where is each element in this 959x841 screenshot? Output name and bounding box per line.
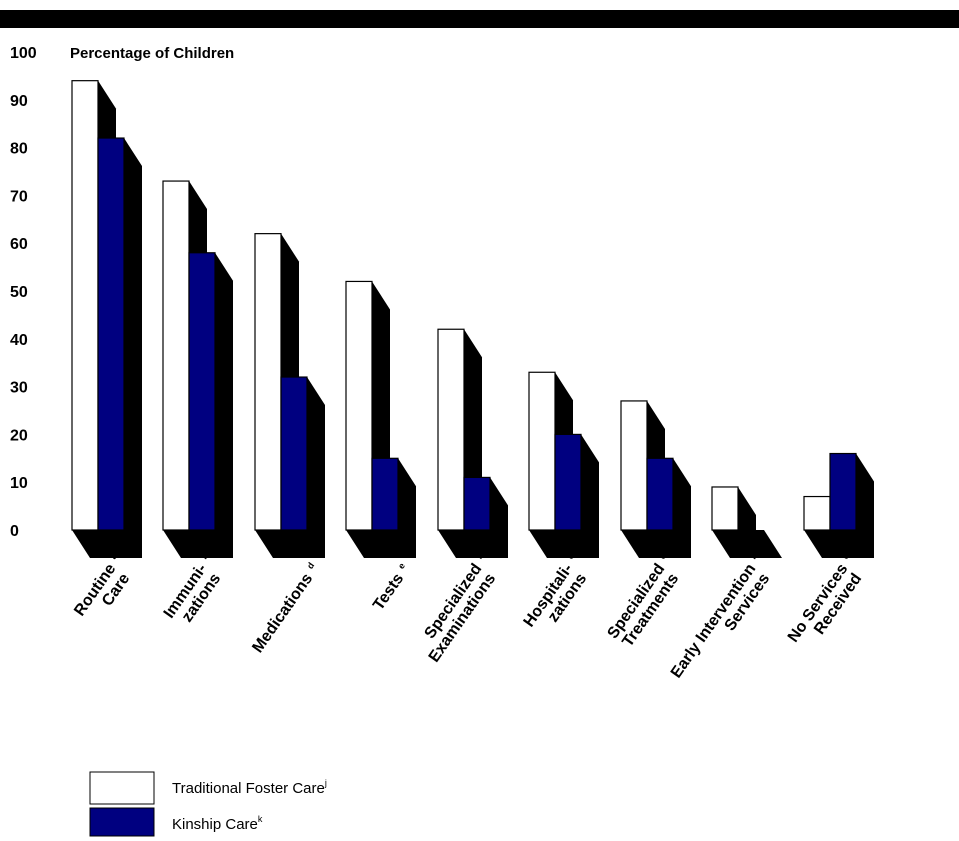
category-label-line: Medications bbox=[249, 570, 316, 656]
bar-kinship-care bbox=[463, 476, 491, 531]
bars bbox=[71, 80, 874, 559]
legend-swatch bbox=[89, 807, 155, 837]
bar-traditional-foster-care bbox=[71, 80, 99, 531]
bar-traditional-foster-care bbox=[345, 280, 373, 531]
legend-item: Traditional Foster Carej bbox=[89, 771, 327, 805]
bar-group bbox=[345, 280, 416, 558]
bar-kinship-care bbox=[188, 252, 216, 531]
bar-group bbox=[437, 328, 508, 558]
bar-shadow bbox=[215, 252, 233, 558]
bar-shadow bbox=[490, 477, 508, 558]
category-label-line: Early Intervention bbox=[668, 561, 759, 681]
y-tick-label: 90 bbox=[10, 93, 28, 110]
bar-kinship-care bbox=[646, 457, 674, 531]
legend: Traditional Foster Carej Kinship Carek bbox=[89, 771, 327, 837]
y-tick-label: 20 bbox=[10, 427, 28, 444]
legend-swatch bbox=[89, 771, 155, 805]
bar-group bbox=[711, 486, 782, 558]
bar-traditional-foster-care bbox=[711, 486, 739, 531]
bar-group bbox=[254, 233, 325, 558]
bar-shadow bbox=[124, 138, 142, 559]
category-footnote: a bbox=[108, 550, 120, 561]
category-footnote: d bbox=[305, 561, 316, 571]
y-tick-label: 40 bbox=[10, 332, 28, 349]
bar-traditional-foster-care bbox=[620, 400, 648, 531]
y-tick-label: 50 bbox=[10, 284, 28, 301]
category-footnote: i bbox=[748, 553, 758, 561]
bar-shadow bbox=[307, 377, 325, 558]
bar-shadow bbox=[738, 486, 756, 558]
bar-kinship-care bbox=[280, 376, 308, 531]
legend-label: Kinship Carek bbox=[172, 814, 263, 833]
y-tick-label: 70 bbox=[10, 188, 28, 205]
top-black-band bbox=[0, 10, 959, 28]
y-tick-label: 80 bbox=[10, 141, 28, 158]
category-footnote: c bbox=[840, 551, 851, 561]
bar-traditional-foster-care bbox=[162, 180, 190, 531]
bar-kinship-care bbox=[554, 433, 582, 531]
bar-group bbox=[528, 371, 599, 558]
y-ticks: 0 10 20 30 40 50 60 70 80 90 100 bbox=[10, 45, 37, 540]
bar-kinship-care bbox=[371, 457, 399, 531]
bar-group bbox=[71, 80, 142, 559]
bar-kinship-care bbox=[97, 137, 125, 531]
category-label-line: Tests bbox=[370, 570, 407, 613]
category-footnote: e bbox=[396, 561, 407, 571]
bar-shadow bbox=[581, 434, 599, 558]
category-footnote: f bbox=[474, 552, 484, 561]
y-tick-label: 100 bbox=[10, 45, 37, 62]
bar-shadow bbox=[673, 458, 691, 558]
y-tick-label: 60 bbox=[10, 236, 28, 253]
bar-shadow bbox=[398, 458, 416, 558]
bar-group bbox=[803, 452, 874, 558]
y-axis-label: Percentage of Children bbox=[70, 45, 234, 62]
bar-group bbox=[162, 180, 233, 558]
category-labels: RoutineCareaImmuni-zationsb,cMedications… bbox=[71, 545, 865, 682]
y-tick-label: 30 bbox=[10, 380, 28, 397]
bar-traditional-foster-care bbox=[528, 371, 556, 531]
bar-traditional-foster-care bbox=[437, 328, 465, 531]
y-tick-label: 10 bbox=[10, 475, 28, 492]
y-tick-label: 0 bbox=[10, 523, 19, 540]
bar-traditional-foster-care bbox=[254, 233, 282, 531]
legend-item: Kinship Carek bbox=[89, 807, 263, 837]
bar-kinship-care bbox=[829, 452, 857, 531]
bar-group bbox=[620, 400, 691, 558]
bar-shadow bbox=[856, 453, 874, 558]
bar-traditional-foster-care bbox=[803, 495, 831, 531]
legend-label: Traditional Foster Carej bbox=[172, 778, 327, 797]
